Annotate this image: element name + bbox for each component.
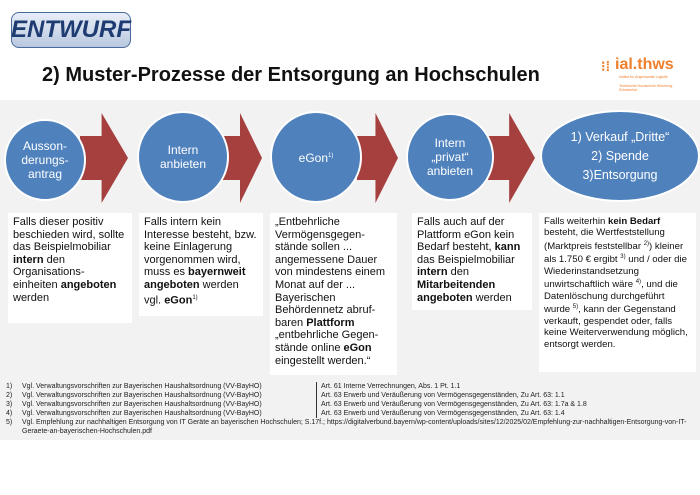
footnote-b: Art. 63 Erwerb und Veräußerung von Vermö…	[321, 410, 565, 417]
text-run: intern	[417, 266, 448, 279]
footnote-b: Art. 63 Erwerb und Veräußerung von Vermö…	[321, 392, 565, 399]
footnote-n: 4)	[6, 410, 13, 417]
text-run: , und die Datenlöschung durchgeführt wur…	[544, 279, 678, 316]
arrow-right-icon	[357, 113, 398, 203]
logo-icon: ⁝⁞	[601, 58, 611, 74]
description-box-5: Falls weiterhin kein Bedarf besteht, die…	[539, 213, 696, 372]
text-run: 2)	[643, 240, 650, 247]
step-label-line: „privat“	[431, 150, 469, 164]
description-box-1: Falls dieser positiv beschieden wird, so…	[8, 213, 132, 323]
step-label: eGon	[298, 151, 328, 165]
text-run: bayernweit angeboten	[144, 266, 246, 291]
footnotes: 1) Vgl. Verwaltungsvorschriften zur Bayer…	[6, 382, 696, 436]
text-run: werden vgl.	[144, 278, 239, 307]
text-run: eingestellt werden.“	[275, 354, 371, 367]
footnote: 3) Vgl. Verwaltungsvorschriften zur Bayer…	[6, 400, 696, 409]
footnote-text: Vgl. Empfehlung zur nachhaltigen Entsorg…	[22, 419, 687, 435]
process-step-5: 1) Verkauf „Dritte“ 2) Spende 3)Entsorgung	[540, 110, 700, 202]
footnote-n: 3)	[6, 401, 13, 408]
step-label-line: anbieten	[159, 157, 207, 171]
text-run: eGon	[164, 294, 193, 307]
draft-badge: ENTWURF	[11, 12, 131, 48]
description-box-2: Falls intern kein Interesse besteht, bzw…	[139, 213, 263, 316]
text-run: eGon	[343, 341, 372, 354]
step-label-line: 2) Spende	[591, 148, 649, 163]
page-title: 2) Muster-Prozesse der Entsorgung an Hoc…	[42, 64, 540, 86]
text-run: 4)	[635, 279, 642, 286]
footnote: 4) Vgl. Verwaltungsvorschriften zur Bayer…	[6, 409, 696, 418]
step-label-line: Ausson-	[22, 139, 68, 153]
step-label-line: Intern	[167, 143, 199, 157]
footnote: 2) Vgl. Verwaltungsvorschriften zur Bayer…	[6, 391, 696, 400]
text-run: „entbehrliche Gegen-stände online	[275, 329, 379, 354]
description-box-3: „Entbehrliche Vermögensgegen-stände soll…	[270, 213, 397, 375]
text-run: besteht, die Wertfeststellung (Marktprei…	[544, 227, 665, 252]
footnote-a: Vgl. Verwaltungsvorschriften zur Bayeris…	[22, 409, 317, 418]
text-run: Falls dieser positiv beschieden wird, so…	[13, 216, 125, 254]
footnote-n: 2)	[6, 392, 13, 399]
text-run: intern	[13, 253, 44, 266]
text-run: Plattform	[306, 316, 355, 329]
step-label-line: 3)Entsorgung	[582, 167, 658, 182]
footnote: 5) Vgl. Empfehlung zur nachhaltigen Entso…	[6, 418, 696, 436]
text-run: werden	[472, 291, 512, 304]
text-run: 5)	[572, 304, 579, 311]
text-run: ) kleiner als 1.750 € ergibt	[544, 241, 684, 266]
footnote-a: Vgl. Verwaltungsvorschriften zur Bayeris…	[22, 400, 317, 409]
text-run: Falls intern kein Interesse besteht, bzw…	[144, 216, 257, 279]
text-run: 1)	[192, 294, 198, 301]
text-run: werden	[13, 291, 50, 304]
text-run: 3)	[620, 254, 626, 261]
text-run: , kann der Gegenstand verkauft, gespende…	[544, 304, 688, 350]
text-run: den Organisations-einheiten	[13, 253, 85, 291]
step-label-line: derungs-	[21, 153, 69, 167]
text-run: Falls weiterhin	[544, 216, 608, 227]
footnote-ref: 1)	[328, 153, 334, 159]
footnote: 1) Vgl. Verwaltungsvorschriften zur Bayer…	[6, 382, 696, 391]
text-run: Falls auch auf der Plattform eGon kein B…	[417, 216, 515, 254]
text-run: den	[447, 266, 469, 279]
process-step-3: eGon1)	[270, 111, 362, 203]
text-run: kein Bedarf	[607, 216, 661, 227]
footnote-a: Vgl. Verwaltungsvorschriften zur Bayeris…	[22, 382, 317, 391]
footnote-n: 5)	[6, 419, 13, 426]
logo-line2: Technische Hochschule Würzburg-Schweinfu…	[619, 84, 674, 92]
process-step-1: Ausson-derungs-antrag	[4, 119, 86, 201]
process-step-4: Intern „privat“ anbieten	[406, 113, 494, 201]
text-run: „Entbehrliche Vermögensgegen-stände soll…	[275, 216, 386, 329]
description-box-4: Falls auch auf der Plattform eGon kein B…	[412, 213, 532, 310]
footnote-n: 1)	[6, 383, 13, 390]
footnote-a: Vgl. Verwaltungsvorschriften zur Bayeris…	[22, 391, 317, 400]
step-label-line: Intern	[434, 136, 466, 150]
step-label-line: 1) Verkauf „Dritte“	[570, 129, 670, 144]
footnote-b: Art. 61 Interne Verrechnungen, Abs. 1 Pt…	[321, 383, 461, 390]
logo-name: ial.thws	[615, 56, 674, 73]
text-run: angeboten	[60, 278, 117, 291]
arrow-right-icon	[222, 113, 262, 203]
text-run: das Beispielmobiliar	[417, 253, 515, 266]
footnote-b: Art. 63 Erwerb und Veräußerung von Vermö…	[321, 401, 587, 408]
step-label-line: antrag	[27, 167, 63, 181]
arrow-right-icon	[488, 113, 535, 203]
arrow-right-icon	[80, 113, 128, 203]
text-run: und / oder die Wiederinstandsetzung unwi…	[544, 254, 687, 291]
process-step-2: Intern anbieten	[137, 111, 229, 203]
step-label-line: anbieten	[426, 164, 474, 178]
text-run: kann	[494, 241, 521, 254]
logo-line1: Institut für Angewandte Logistik	[619, 75, 668, 79]
text-run: Mitarbeitenden angeboten	[417, 278, 496, 304]
